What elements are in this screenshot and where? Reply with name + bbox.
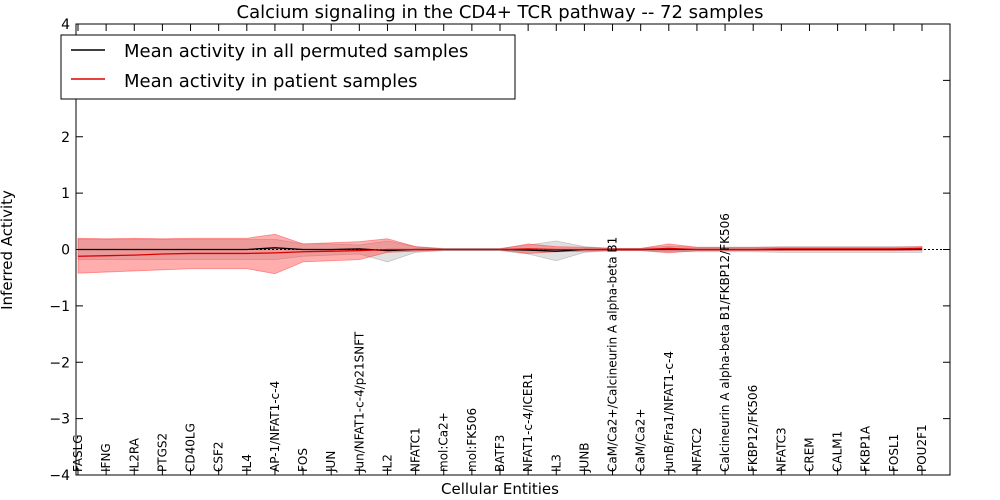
y-tick-label: −3 xyxy=(49,412,70,428)
x-tick-label: CaM/Ca2+ xyxy=(634,408,648,472)
x-tick-label: CALM1 xyxy=(831,431,845,472)
x-tick-label: BATF3 xyxy=(493,435,507,472)
x-tick-label: FKBP12/FK506 xyxy=(746,385,760,472)
legend-label-patient: Mean activity in patient samples xyxy=(124,71,418,92)
x-axis-title: Cellular Entities xyxy=(441,480,559,498)
x-tick-label: CREM xyxy=(802,437,816,472)
legend-box xyxy=(60,34,516,100)
y-tick-label: 2 xyxy=(61,130,70,146)
x-tick-label: FKBP1A xyxy=(859,425,873,472)
y-tick-label: −1 xyxy=(49,299,70,315)
chart-title: Calcium signaling in the CD4+ TCR pathwa… xyxy=(237,2,764,23)
x-tick-label: NFATC2 xyxy=(690,427,704,472)
x-tick-label: Calcineurin A alpha-beta B1/FKBP12/FK506 xyxy=(718,213,732,472)
x-tick-label: mol:Ca2+ xyxy=(437,412,451,472)
x-tick-label: IL4 xyxy=(240,454,254,472)
x-tick-label: NFATC1 xyxy=(409,427,423,472)
x-tick-label: JUN xyxy=(324,451,338,473)
x-tick-label: AP-1/NFAT1-c-4 xyxy=(268,381,282,472)
x-tick-label: JunB/Fra1/NFAT1-c-4 xyxy=(662,351,676,473)
x-tick-label: NFAT1-c-4/ICER1 xyxy=(521,373,535,472)
y-axis: −4−3−2−101234 xyxy=(49,17,950,484)
x-tick-label: CD40LG xyxy=(184,423,198,472)
y-axis-title: Inferred Activity xyxy=(0,190,16,310)
x-tick-label: mol:FK506 xyxy=(465,408,479,472)
x-tick-label: POU2F1 xyxy=(915,424,929,472)
x-tick-label: CaM/Ca2+/Calcineurin A alpha-beta B1 xyxy=(606,237,620,472)
series-line-1 xyxy=(77,247,923,257)
y-tick-label: −4 xyxy=(49,468,70,484)
x-tick-label: NFATC3 xyxy=(774,427,788,472)
legend: Mean activity in all permuted samples Me… xyxy=(60,34,516,100)
x-tick-label: JUNB xyxy=(577,442,591,473)
series-lines xyxy=(77,247,923,257)
x-tick-label: Jun/NFAT1-c-4/p21SNFT xyxy=(352,331,366,473)
x-tick-label: CSF2 xyxy=(212,441,226,472)
legend-label-permuted: Mean activity in all permuted samples xyxy=(124,41,468,62)
x-tick-label: IL3 xyxy=(549,454,563,472)
x-tick-label: IFNG xyxy=(99,443,113,472)
x-axis: FASLG IFNG IL2RA PTGS2 CD40LG CSF2 IL4 AP-1/NFA… xyxy=(71,24,929,475)
x-tick-label: FOSL1 xyxy=(887,434,901,472)
y-tick-label: −2 xyxy=(49,355,70,371)
band-0 xyxy=(77,238,923,263)
x-tick-label: PTGS2 xyxy=(155,433,169,472)
x-tick-label: IL2RA xyxy=(127,437,141,472)
y-tick-label: 1 xyxy=(61,186,70,202)
x-tick-label: IL2 xyxy=(380,454,394,472)
x-tick-label: FASLG xyxy=(71,434,85,472)
y-tick-label: 0 xyxy=(61,243,70,259)
y-tick-label: 4 xyxy=(61,17,70,33)
x-tick-label: FOS xyxy=(296,448,310,472)
